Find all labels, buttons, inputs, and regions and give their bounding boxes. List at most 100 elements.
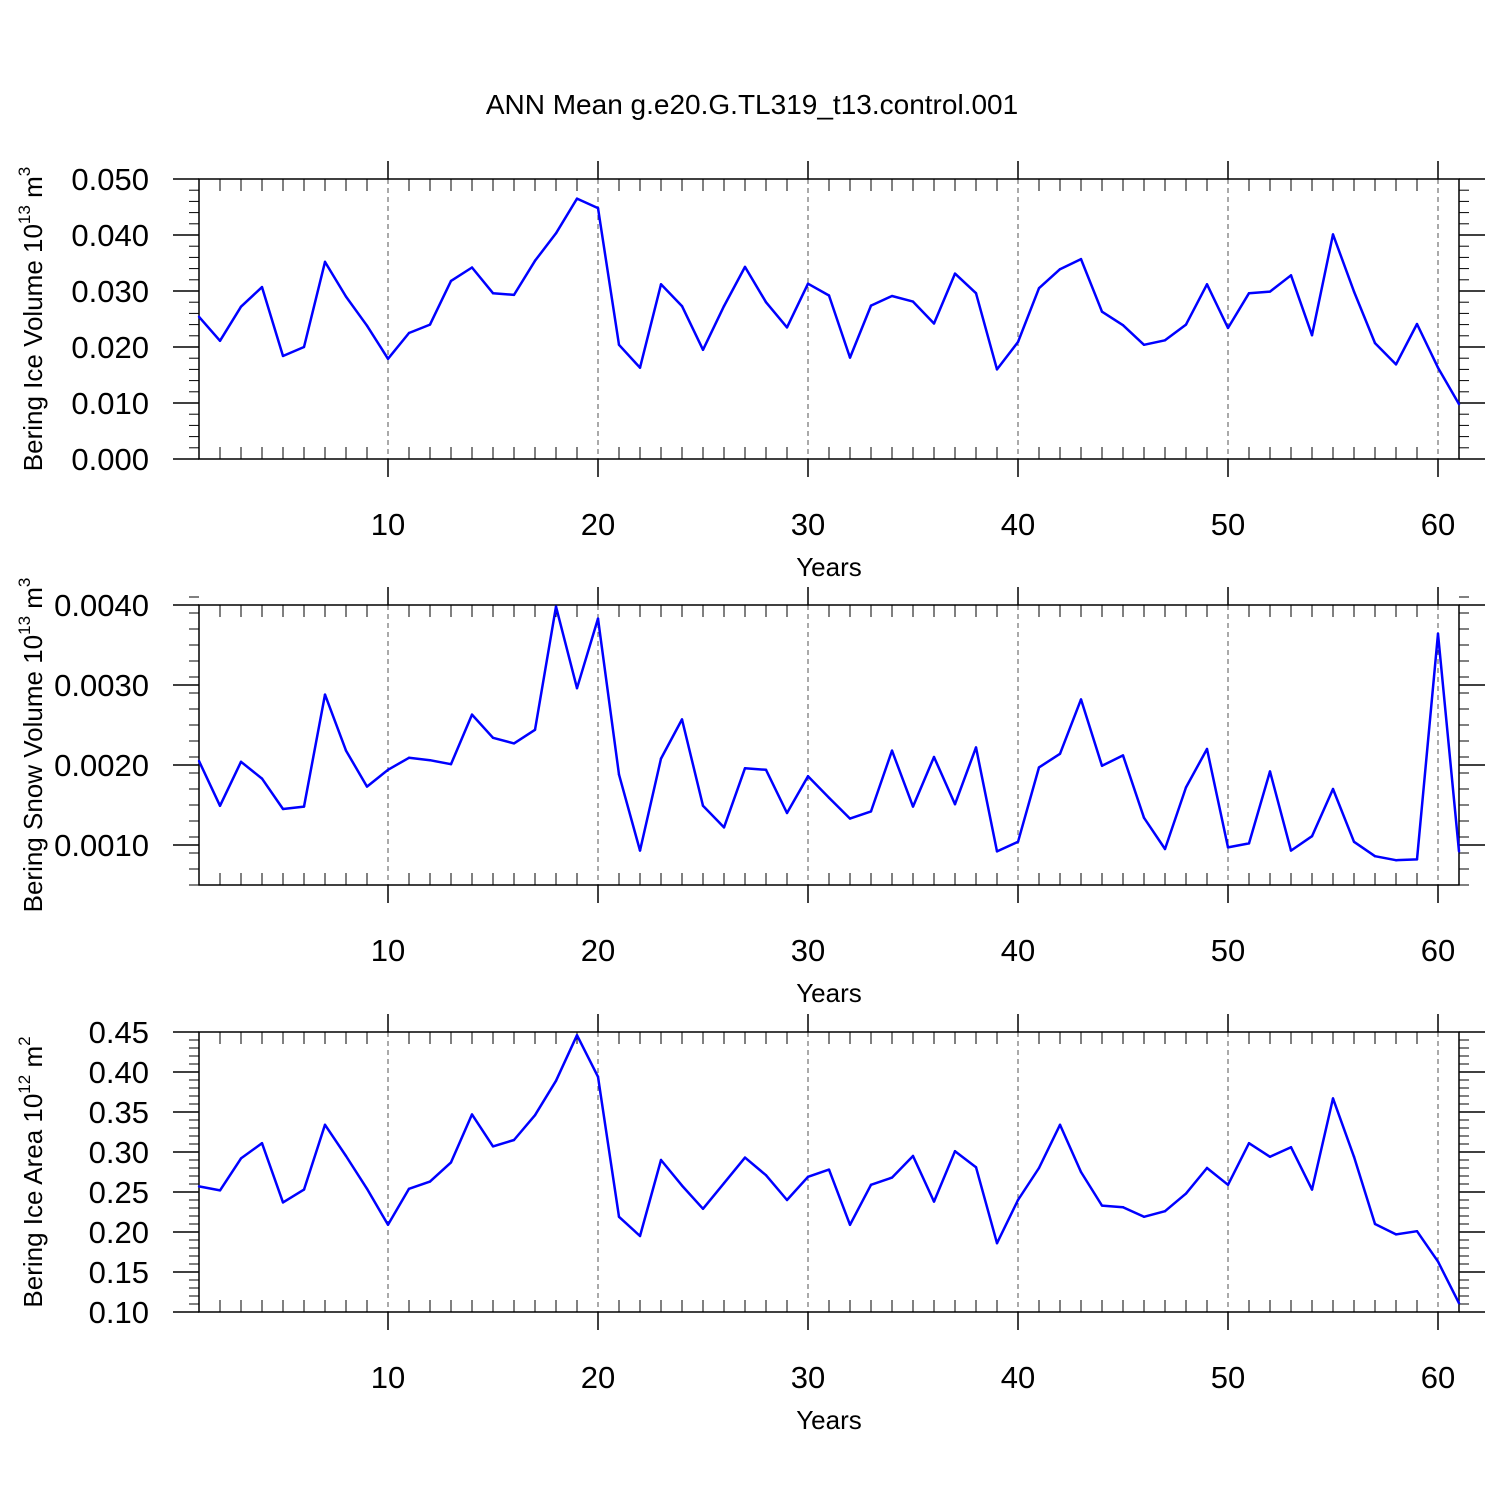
data-point xyxy=(764,1174,768,1177)
data-point xyxy=(743,265,747,269)
x-tick-label: 60 xyxy=(1421,1360,1455,1395)
data-point xyxy=(785,811,789,815)
data-point xyxy=(1100,764,1104,767)
data-point xyxy=(596,1075,600,1079)
data-point xyxy=(197,1185,201,1188)
data-point xyxy=(302,1188,306,1191)
y-tick-label: 0.040 xyxy=(71,218,149,253)
data-point xyxy=(1436,366,1440,369)
data-point xyxy=(764,768,768,771)
panel-snow-volume: 10 20 30 40 50 60 0.0010 0.0020 0.0030 0.0040 Year… xyxy=(15,578,1485,1008)
x-tick-label: 30 xyxy=(791,507,825,542)
y-tick-label: 0.35 xyxy=(89,1095,149,1130)
data-point xyxy=(1457,850,1461,853)
data-point xyxy=(617,343,621,346)
data-point xyxy=(512,742,516,745)
x-tick-label: 20 xyxy=(581,933,615,968)
y-tick-label: 0.010 xyxy=(71,386,149,421)
y-tick-label: 0.10 xyxy=(89,1295,149,1330)
data-point xyxy=(281,807,285,811)
data-point xyxy=(1247,842,1251,845)
y-tick-label: 0.030 xyxy=(71,274,149,309)
x-tick-label: 40 xyxy=(1001,1360,1035,1395)
data-point xyxy=(449,763,453,766)
data-point xyxy=(1310,334,1314,337)
data-point xyxy=(1163,339,1167,342)
data-point xyxy=(554,232,558,235)
data-point xyxy=(1331,233,1335,236)
data-point xyxy=(239,1157,243,1160)
data-point xyxy=(1415,322,1419,326)
x-axis-title: Years xyxy=(796,1405,862,1435)
data-point xyxy=(722,1182,726,1185)
data-point xyxy=(260,777,264,780)
data-point xyxy=(428,759,432,762)
data-point xyxy=(911,1154,915,1158)
x-tick-label: 50 xyxy=(1211,1360,1245,1395)
data-point xyxy=(827,796,831,799)
data-point xyxy=(953,1150,957,1153)
data-point xyxy=(1457,1302,1461,1305)
data-point xyxy=(323,1123,327,1127)
data-point xyxy=(1184,786,1188,789)
data-point xyxy=(1436,632,1440,635)
data-point xyxy=(1079,1170,1083,1174)
data-point xyxy=(932,755,936,759)
data-point xyxy=(1037,1166,1041,1170)
data-point xyxy=(1079,257,1083,261)
x-tick-label: 50 xyxy=(1211,933,1245,968)
data-point xyxy=(701,1207,705,1211)
data-point xyxy=(1100,310,1104,313)
data-point xyxy=(302,805,306,808)
data-point xyxy=(1394,859,1398,862)
data-point xyxy=(680,304,684,308)
data-point xyxy=(1184,1192,1188,1195)
y-tick-label: 0.30 xyxy=(89,1135,149,1170)
data-point xyxy=(743,767,747,770)
data-point xyxy=(428,1180,432,1183)
y-tick-label: 0.45 xyxy=(89,1015,149,1050)
data-point xyxy=(1184,323,1188,326)
data-point xyxy=(239,305,243,308)
data-point xyxy=(1457,402,1461,406)
data-point xyxy=(365,1187,369,1191)
data-point xyxy=(1142,1215,1146,1219)
data-point xyxy=(890,294,894,298)
data-point xyxy=(974,292,978,295)
data-point xyxy=(407,1187,411,1191)
y-axis-title-unit: m xyxy=(18,176,48,205)
y-axis-title-exponent: 13 xyxy=(15,616,34,635)
data-point xyxy=(197,315,201,318)
data-point xyxy=(1352,1155,1356,1159)
data-point xyxy=(512,1138,516,1142)
data-point xyxy=(1205,283,1209,286)
data-point xyxy=(281,1201,285,1204)
data-point xyxy=(995,1242,999,1245)
data-point xyxy=(1310,1188,1314,1191)
data-point xyxy=(218,804,222,807)
data-point xyxy=(1016,340,1020,344)
data-point xyxy=(1037,287,1041,290)
data-point xyxy=(491,1145,495,1148)
data-point xyxy=(1226,326,1230,330)
data-point xyxy=(1247,292,1251,295)
data-point xyxy=(1121,754,1125,757)
data-point xyxy=(659,757,663,760)
data-point xyxy=(323,260,327,264)
data-point xyxy=(869,810,873,813)
data-point xyxy=(848,1223,852,1227)
data-point xyxy=(1289,1146,1293,1149)
data-point xyxy=(449,1161,453,1164)
data-point xyxy=(1373,1222,1377,1226)
data-point xyxy=(470,713,474,716)
data-point xyxy=(281,354,285,358)
y-axis-title-main: Bering Ice Area 10 xyxy=(18,1094,48,1308)
data-point xyxy=(1142,343,1146,346)
y-axis-title-unit-exponent: 3 xyxy=(15,578,34,587)
data-point xyxy=(533,1114,537,1117)
data-point xyxy=(323,693,327,696)
data-point xyxy=(1163,1210,1167,1213)
data-point xyxy=(764,301,768,304)
data-point xyxy=(659,1158,663,1162)
